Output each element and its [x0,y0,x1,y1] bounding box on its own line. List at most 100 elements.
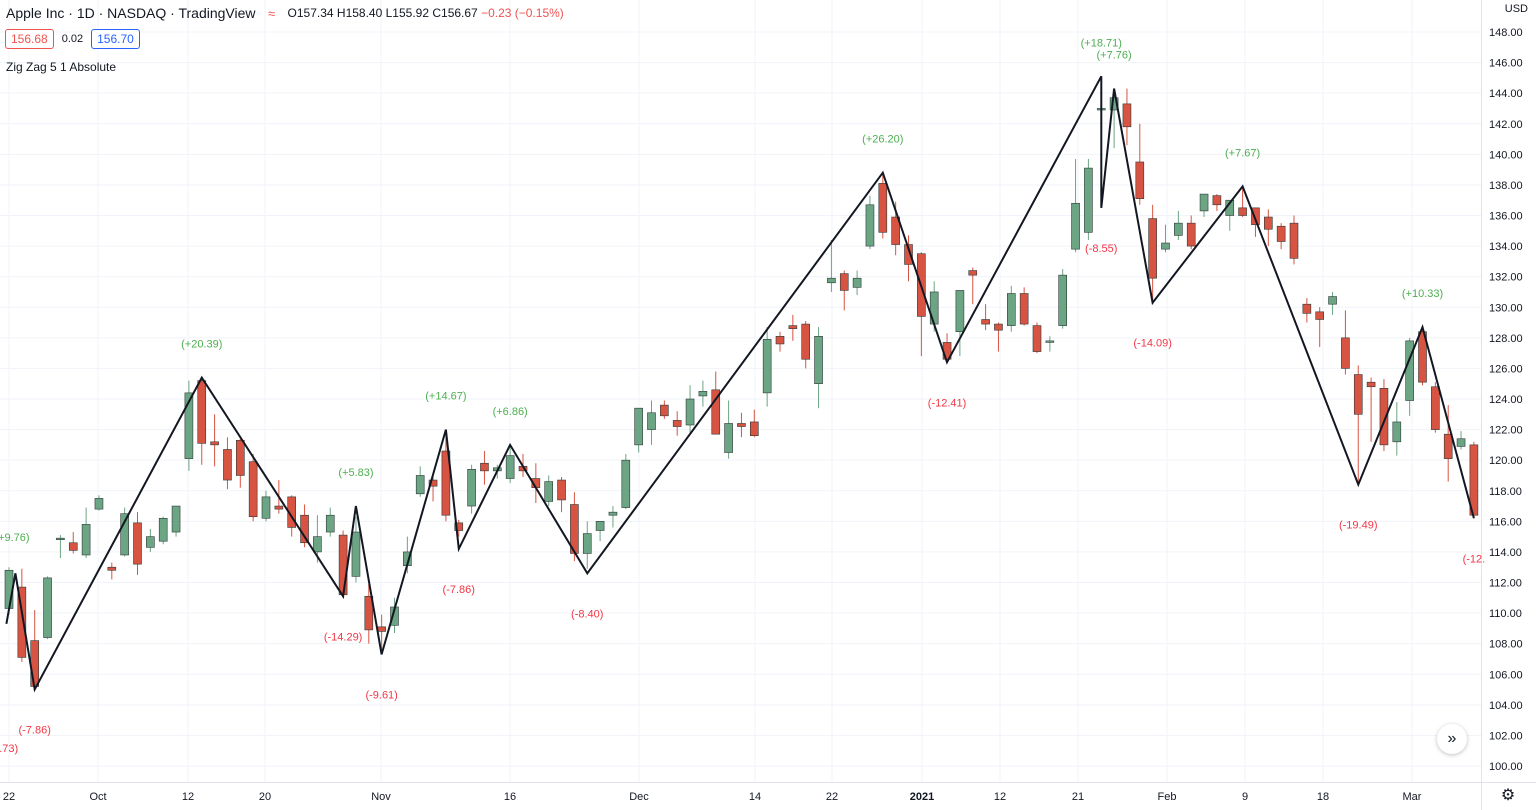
candle [454,519,464,537]
candle [184,380,194,471]
candle [775,331,785,352]
chart-header: Apple Inc · 1D · NASDAQ · TradingView ≈ … [6,5,564,21]
candle-body [236,439,245,476]
time-axis[interactable]: 22 Oct 12 20 Nov 16 Dec 14 22 2021 12 21 Feb 9 18 Mar [3,791,1422,803]
candle [1328,291,1337,315]
candle [839,270,849,311]
candle [351,516,361,583]
candle [762,327,772,407]
candle-body [120,513,129,556]
pivot-label: (-9.61) [365,689,397,701]
price-tick-label: 120.00 [1489,455,1523,467]
candle [364,584,374,644]
price-axis[interactable]: 148.00 146.00 144.00 142.00 140.00 138.00 136.… [1489,27,1523,773]
candle-body [1456,438,1466,447]
pivot-label: (+9.76) [0,532,30,544]
candle-body [133,522,142,565]
grid-lines [0,0,1481,782]
price-tick-label: 114.00 [1489,547,1522,559]
candle [68,532,78,554]
candle-body [1328,296,1337,305]
candle-body [81,524,91,556]
candle [1006,285,1016,332]
pivot-label: (-6.73) [0,743,18,755]
candle [1084,158,1093,240]
candle-body [557,479,566,501]
time-tick-label: 21 [1072,791,1084,803]
candle [698,380,708,407]
candle-body [454,522,464,531]
candle [852,270,862,296]
candle [338,530,348,597]
price-tick-label: 142.00 [1489,119,1523,131]
candle [1032,322,1042,354]
candle-body [274,505,284,510]
price-tick-label: 104.00 [1489,700,1523,712]
candle [1289,215,1299,265]
candle-body [107,566,117,571]
price-tick-label: 100.00 [1489,761,1523,773]
candle-body [1392,421,1402,443]
candle [1135,123,1145,205]
candle-body [608,511,618,516]
candle [428,475,438,502]
price-tick-label: 144.00 [1489,88,1523,100]
currency-label[interactable]: USD [1504,3,1528,15]
price-axis-background [1482,0,1536,782]
bid-price[interactable]: 156.68 [5,29,54,49]
candle-body [634,407,643,446]
pivot-label: (-7.86) [18,725,50,737]
time-tick-label: 22 [826,791,838,803]
candle-body [994,323,1003,331]
candle-body [1431,386,1440,430]
quote-panel: 156.68 0.02 156.70 [5,29,140,49]
candle-body [94,498,104,510]
candle-body [30,640,40,687]
candle-body [1443,433,1453,459]
price-tick-label: 134.00 [1489,241,1523,253]
spread-value: 0.02 [61,33,84,45]
candle [1161,224,1170,253]
candle-body [1315,311,1324,320]
pivot-label: (+7.76) [1097,50,1132,62]
chart-settings-button[interactable]: ⚙ [1498,785,1518,805]
pivot-label: (-12.41) [928,397,967,409]
candle [1186,215,1196,250]
ohlc-values: O157.34 H158.40 L155.92 C156.67 −0.23 (−… [288,6,564,20]
candle-body [261,496,271,519]
time-tick-label: 16 [504,791,516,803]
candle-body [1379,387,1389,446]
candle-body [1238,207,1247,216]
candle-body [338,534,348,596]
candle-body [1032,325,1042,352]
candle-body [1366,381,1376,388]
candle [582,521,592,569]
candlesticks [4,76,1479,690]
candle-body [248,461,258,518]
candle [261,490,271,522]
candle-body [1019,293,1029,325]
candle [248,454,258,522]
candle-body [351,531,361,577]
price-tick-label: 130.00 [1489,302,1523,314]
candle [1392,402,1402,456]
candle-body [505,455,515,479]
candle-body [1264,216,1273,230]
symbol-status-icon[interactable]: ≈ [267,5,276,21]
candle-body [544,481,554,502]
candle-body [968,270,978,276]
indicator-legend[interactable]: Zig Zag 5 1 Absolute [6,60,117,74]
symbol-title[interactable]: Apple Inc · 1D · NASDAQ · TradingView [6,5,256,21]
candle-body [814,336,823,385]
change-value: −0.23 (−0.15%) [481,6,564,20]
candle [236,438,245,488]
candle-body [480,462,489,472]
candle-body [647,412,656,430]
time-tick-label: Nov [371,791,391,803]
candle [801,321,811,369]
ask-price[interactable]: 156.70 [91,29,140,49]
candle [1045,336,1055,352]
scroll-to-realtime-button[interactable]: » [1437,724,1467,754]
price-tick-label: 126.00 [1489,363,1523,375]
